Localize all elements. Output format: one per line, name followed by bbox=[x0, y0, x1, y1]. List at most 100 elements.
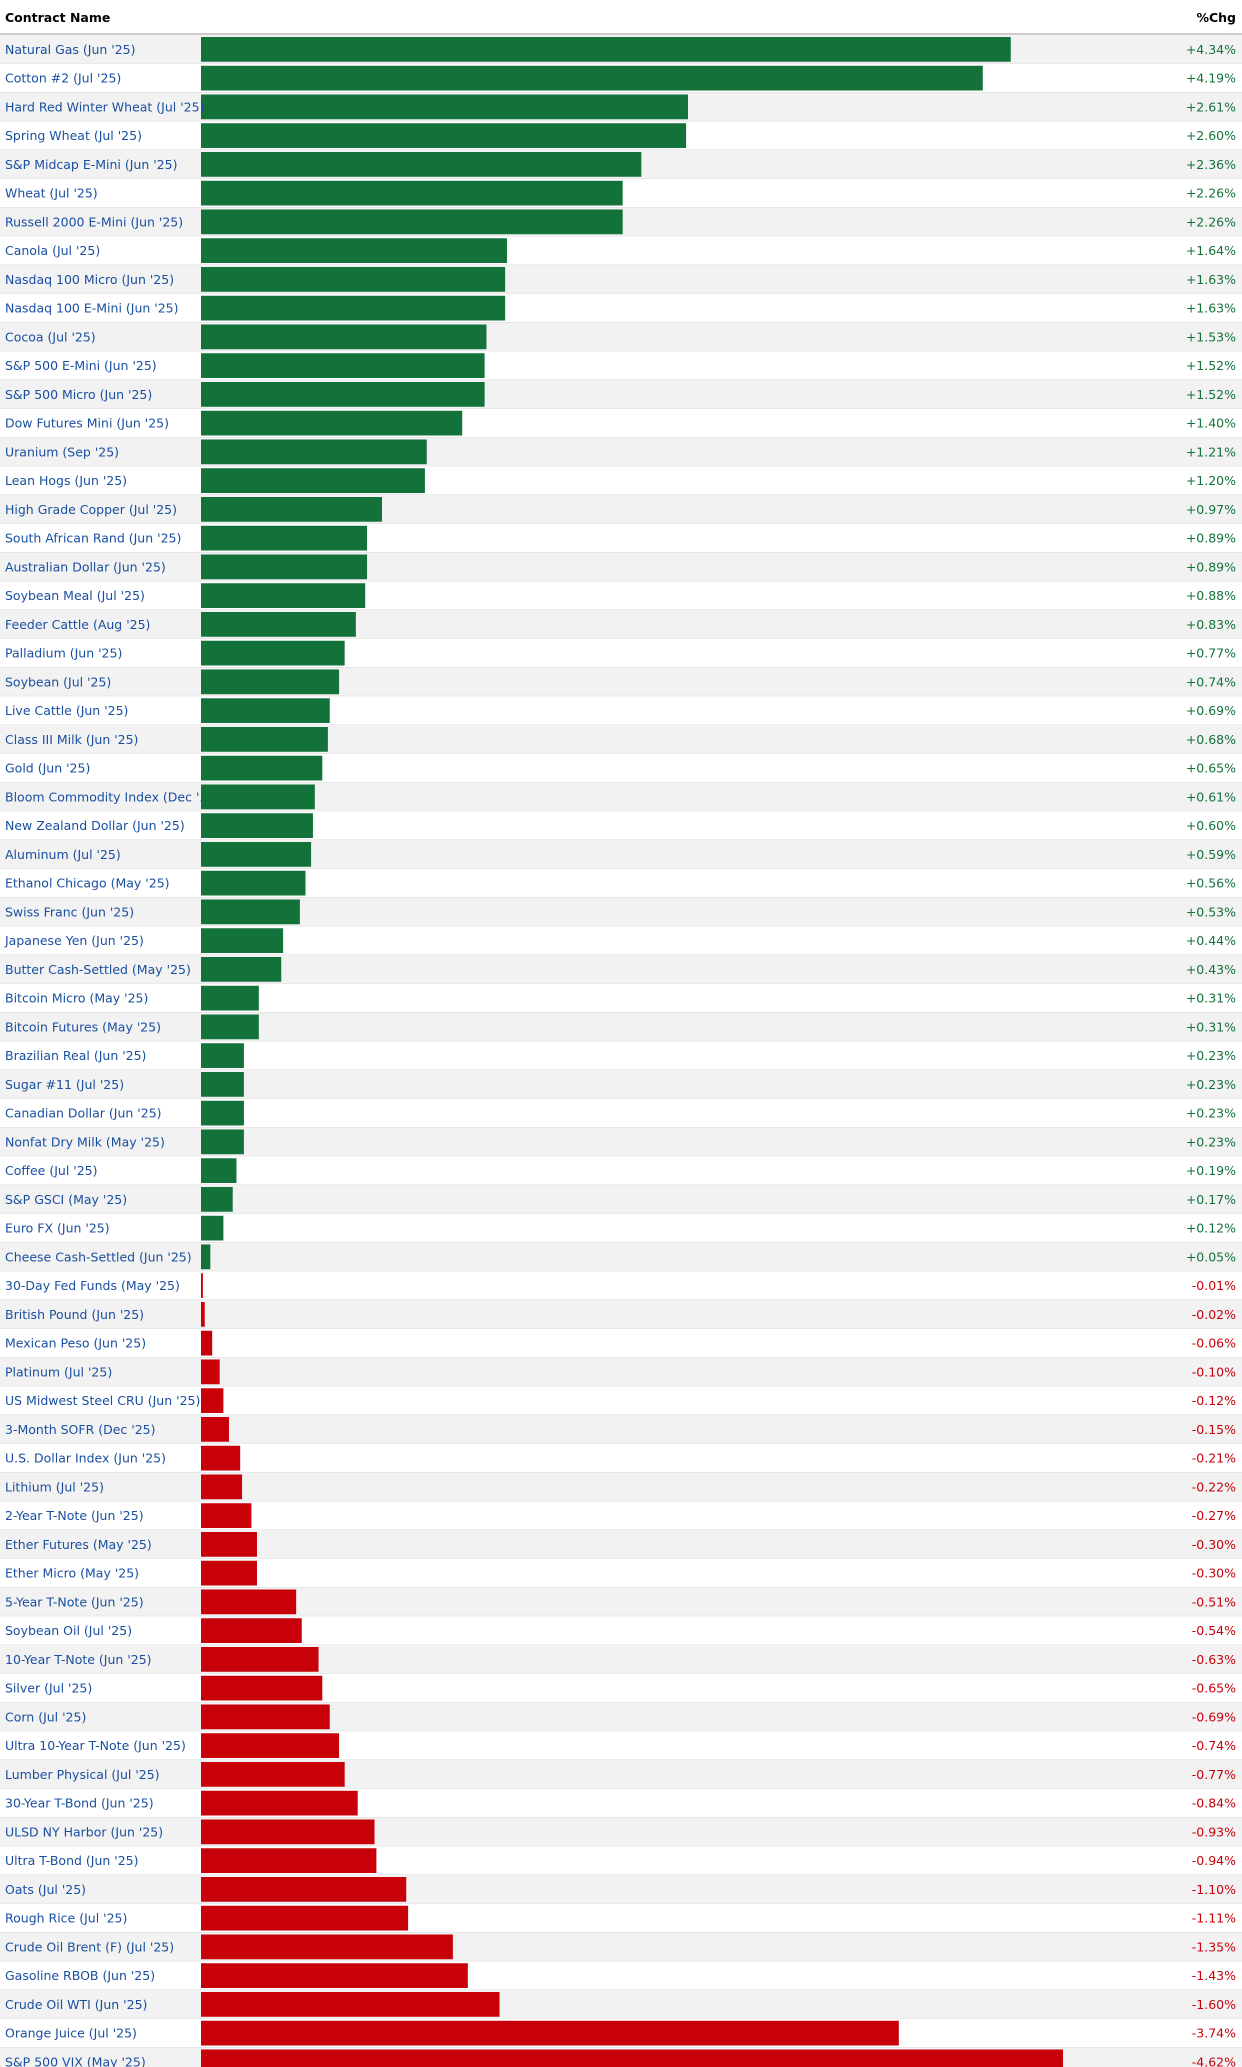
bar[interactable] bbox=[201, 1129, 244, 1155]
bar[interactable] bbox=[201, 267, 506, 292]
contract-name-link[interactable]: Soybean Meal (Jul '25) bbox=[5, 588, 145, 603]
contract-name-link[interactable]: Brazilian Real (Jun '25) bbox=[5, 1048, 146, 1063]
contract-name-link[interactable]: Cheese Cash-Settled (Jun '25) bbox=[5, 1249, 192, 1264]
contract-name-link[interactable]: New Zealand Dollar (Jun '25) bbox=[5, 818, 185, 833]
bar[interactable] bbox=[201, 1359, 220, 1385]
bar[interactable] bbox=[201, 37, 1011, 62]
bar[interactable] bbox=[201, 1647, 319, 1672]
contract-name-link[interactable]: Lean Hogs (Jun '25) bbox=[5, 473, 127, 488]
contract-name-link[interactable]: Class III Milk (Jun '25) bbox=[5, 732, 138, 747]
bar[interactable] bbox=[201, 94, 688, 120]
contract-name-link[interactable]: Canadian Dollar (Jun '25) bbox=[5, 1106, 162, 1121]
pct-change-header[interactable]: %Chg bbox=[1196, 10, 1236, 25]
bar[interactable] bbox=[201, 1187, 233, 1212]
contract-name-link[interactable]: Ethanol Chicago (May '25) bbox=[5, 876, 170, 891]
contract-name-link[interactable]: 5-Year T-Note (Jun '25) bbox=[5, 1594, 144, 1609]
contract-name-link[interactable]: Sugar #11 (Jul '25) bbox=[5, 1077, 124, 1092]
bar[interactable] bbox=[201, 985, 259, 1011]
bar[interactable] bbox=[201, 65, 983, 91]
bar[interactable] bbox=[201, 928, 284, 953]
bar[interactable] bbox=[201, 123, 687, 148]
contract-name-link[interactable]: Mexican Peso (Jun '25) bbox=[5, 1336, 146, 1351]
contract-name-link[interactable]: Butter Cash-Settled (May '25) bbox=[5, 962, 191, 977]
bar[interactable] bbox=[201, 755, 323, 781]
contract-name-link[interactable]: British Pound (Jun '25) bbox=[5, 1307, 144, 1322]
contract-name-link[interactable]: Ether Futures (May '25) bbox=[5, 1537, 152, 1552]
bar[interactable] bbox=[201, 1388, 224, 1413]
contract-name-link[interactable]: Silver (Jul '25) bbox=[5, 1681, 92, 1696]
contract-name-link[interactable]: Nasdaq 100 E-Mini (Jun '25) bbox=[5, 301, 179, 316]
contract-name-link[interactable]: Orange Juice (Jul '25) bbox=[5, 2026, 137, 2041]
contract-name-link[interactable]: U.S. Dollar Index (Jun '25) bbox=[5, 1451, 166, 1466]
bar[interactable] bbox=[201, 1589, 297, 1615]
bar[interactable] bbox=[201, 410, 463, 436]
bar[interactable] bbox=[201, 238, 507, 263]
contract-name-link[interactable]: 3-Month SOFR (Dec '25) bbox=[5, 1422, 156, 1437]
contract-name-link[interactable]: Bloom Commodity Index (Dec '... bbox=[5, 789, 211, 804]
contract-name-link[interactable]: Bitcoin Futures (May '25) bbox=[5, 1019, 161, 1034]
contract-name-link[interactable]: South African Rand (Jun '25) bbox=[5, 531, 181, 546]
contract-name-link[interactable]: 10-Year T-Note (Jun '25) bbox=[5, 1652, 152, 1667]
bar[interactable] bbox=[201, 1877, 407, 1902]
bar[interactable] bbox=[201, 1215, 224, 1241]
bar[interactable] bbox=[201, 1532, 257, 1557]
contract-name-link[interactable]: Bitcoin Micro (May '25) bbox=[5, 991, 148, 1006]
bar[interactable] bbox=[201, 439, 427, 465]
bar[interactable] bbox=[201, 1503, 252, 1528]
contract-name-link[interactable]: Dow Futures Mini (Jun '25) bbox=[5, 416, 169, 431]
bar[interactable] bbox=[201, 1992, 500, 2017]
bar[interactable] bbox=[201, 1244, 211, 1270]
bar[interactable] bbox=[201, 1014, 259, 1040]
bar[interactable] bbox=[201, 1302, 205, 1327]
bar[interactable] bbox=[201, 1675, 323, 1701]
bar[interactable] bbox=[201, 1273, 203, 1298]
bar[interactable] bbox=[201, 1963, 468, 1988]
bar[interactable] bbox=[201, 1072, 244, 1097]
bar[interactable] bbox=[201, 1043, 244, 1068]
contract-name-link[interactable]: S&P 500 VIX (May '25) bbox=[5, 2054, 146, 2067]
bar[interactable] bbox=[201, 1704, 330, 1730]
bar[interactable] bbox=[201, 698, 330, 723]
contract-name-link[interactable]: Feeder Cattle (Aug '25) bbox=[5, 617, 150, 632]
bar[interactable] bbox=[201, 209, 623, 235]
bar[interactable] bbox=[201, 1790, 358, 1816]
bar[interactable] bbox=[201, 152, 642, 177]
contract-name-link[interactable]: Coffee (Jul '25) bbox=[5, 1163, 98, 1178]
contract-name-link[interactable]: Natural Gas (Jun '25) bbox=[5, 42, 136, 57]
bar[interactable] bbox=[201, 1158, 237, 1183]
bar[interactable] bbox=[201, 612, 356, 637]
bar[interactable] bbox=[201, 1934, 453, 1960]
bar[interactable] bbox=[201, 525, 368, 551]
bar[interactable] bbox=[201, 295, 506, 321]
bar[interactable] bbox=[201, 899, 300, 925]
bar[interactable] bbox=[201, 324, 487, 350]
contract-name-link[interactable]: Spring Wheat (Jul '25) bbox=[5, 128, 142, 143]
contract-name-link[interactable]: Ultra 10-Year T-Note (Jun '25) bbox=[5, 1738, 186, 1753]
bar[interactable] bbox=[201, 727, 328, 752]
contract-name-link[interactable]: US Midwest Steel CRU (Jun '25) bbox=[5, 1393, 200, 1408]
bar[interactable] bbox=[201, 353, 485, 378]
contract-name-link[interactable]: Aluminum (Jul '25) bbox=[5, 847, 121, 862]
contract-name-link[interactable]: Cotton #2 (Jul '25) bbox=[5, 71, 121, 86]
contract-name-link[interactable]: 2-Year T-Note (Jun '25) bbox=[5, 1508, 144, 1523]
contract-name-link[interactable]: Crude Oil Brent (F) (Jul '25) bbox=[5, 1939, 174, 1954]
contract-name-link[interactable]: Cocoa (Jul '25) bbox=[5, 329, 96, 344]
contract-name-link[interactable]: Nonfat Dry Milk (May '25) bbox=[5, 1134, 165, 1149]
bar[interactable] bbox=[201, 554, 368, 580]
contract-name-link[interactable]: Japanese Yen (Jun '25) bbox=[4, 933, 144, 948]
contract-name-link[interactable]: 30-Year T-Bond (Jun '25) bbox=[5, 1796, 154, 1811]
bar[interactable] bbox=[201, 784, 315, 810]
bar[interactable] bbox=[201, 842, 312, 867]
bar[interactable] bbox=[201, 2020, 899, 2046]
contract-name-link[interactable]: S&P 500 E-Mini (Jun '25) bbox=[5, 358, 157, 373]
contract-name-header[interactable]: Contract Name bbox=[5, 10, 110, 25]
contract-name-link[interactable]: Wheat (Jul '25) bbox=[5, 186, 98, 201]
bar[interactable] bbox=[201, 497, 382, 522]
bar[interactable] bbox=[201, 669, 340, 695]
contract-name-link[interactable]: Lumber Physical (Jul '25) bbox=[5, 1767, 160, 1782]
contract-name-link[interactable]: Live Cattle (Jun '25) bbox=[5, 703, 128, 718]
contract-name-link[interactable]: Nasdaq 100 Micro (Jun '25) bbox=[5, 272, 174, 287]
bar[interactable] bbox=[201, 1733, 340, 1758]
contract-name-link[interactable]: Crude Oil WTI (Jun '25) bbox=[5, 1997, 147, 2012]
contract-name-link[interactable]: Palladium (Jun '25) bbox=[5, 646, 122, 661]
